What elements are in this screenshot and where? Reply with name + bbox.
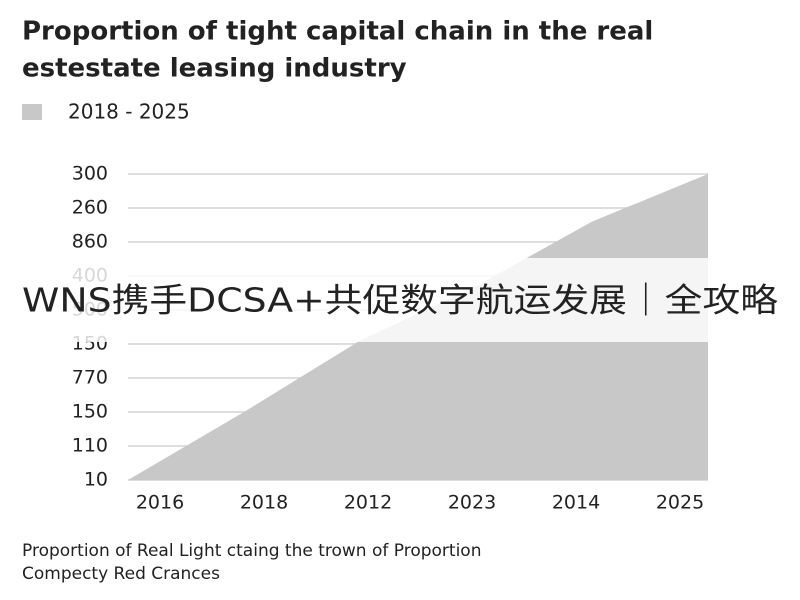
y-tick-label: 770	[72, 367, 108, 389]
y-tick-label: 300	[72, 163, 108, 185]
caption: Compecty Red Crances	[22, 564, 220, 584]
x-tick-label: 2018	[240, 492, 288, 514]
y-tick-label: 150	[72, 401, 108, 423]
legend-label: 2018 - 2025	[68, 100, 190, 124]
x-tick-label: 2012	[344, 492, 392, 514]
chart-title: Proportion of tight capital chain in the…	[22, 17, 653, 47]
y-tick-label: 860	[72, 231, 108, 253]
banner-text: WNS携手DCSA+共促数字航运发展｜全攻略	[22, 281, 778, 320]
x-tick-label: 2023	[448, 492, 496, 514]
caption: Proportion of Real Light ctaing the trow…	[22, 541, 481, 561]
legend-swatch	[22, 104, 42, 120]
y-tick-label: 110	[72, 435, 108, 457]
x-tick-label: 2016	[136, 492, 184, 514]
banner-bg	[0, 258, 800, 342]
x-tick-label: 2025	[656, 492, 704, 514]
y-tick-label: 260	[72, 197, 108, 219]
chart-title: estestate leasing industry	[22, 54, 407, 84]
x-tick-label: 2014	[552, 492, 600, 514]
y-tick-label: 10	[84, 469, 108, 491]
